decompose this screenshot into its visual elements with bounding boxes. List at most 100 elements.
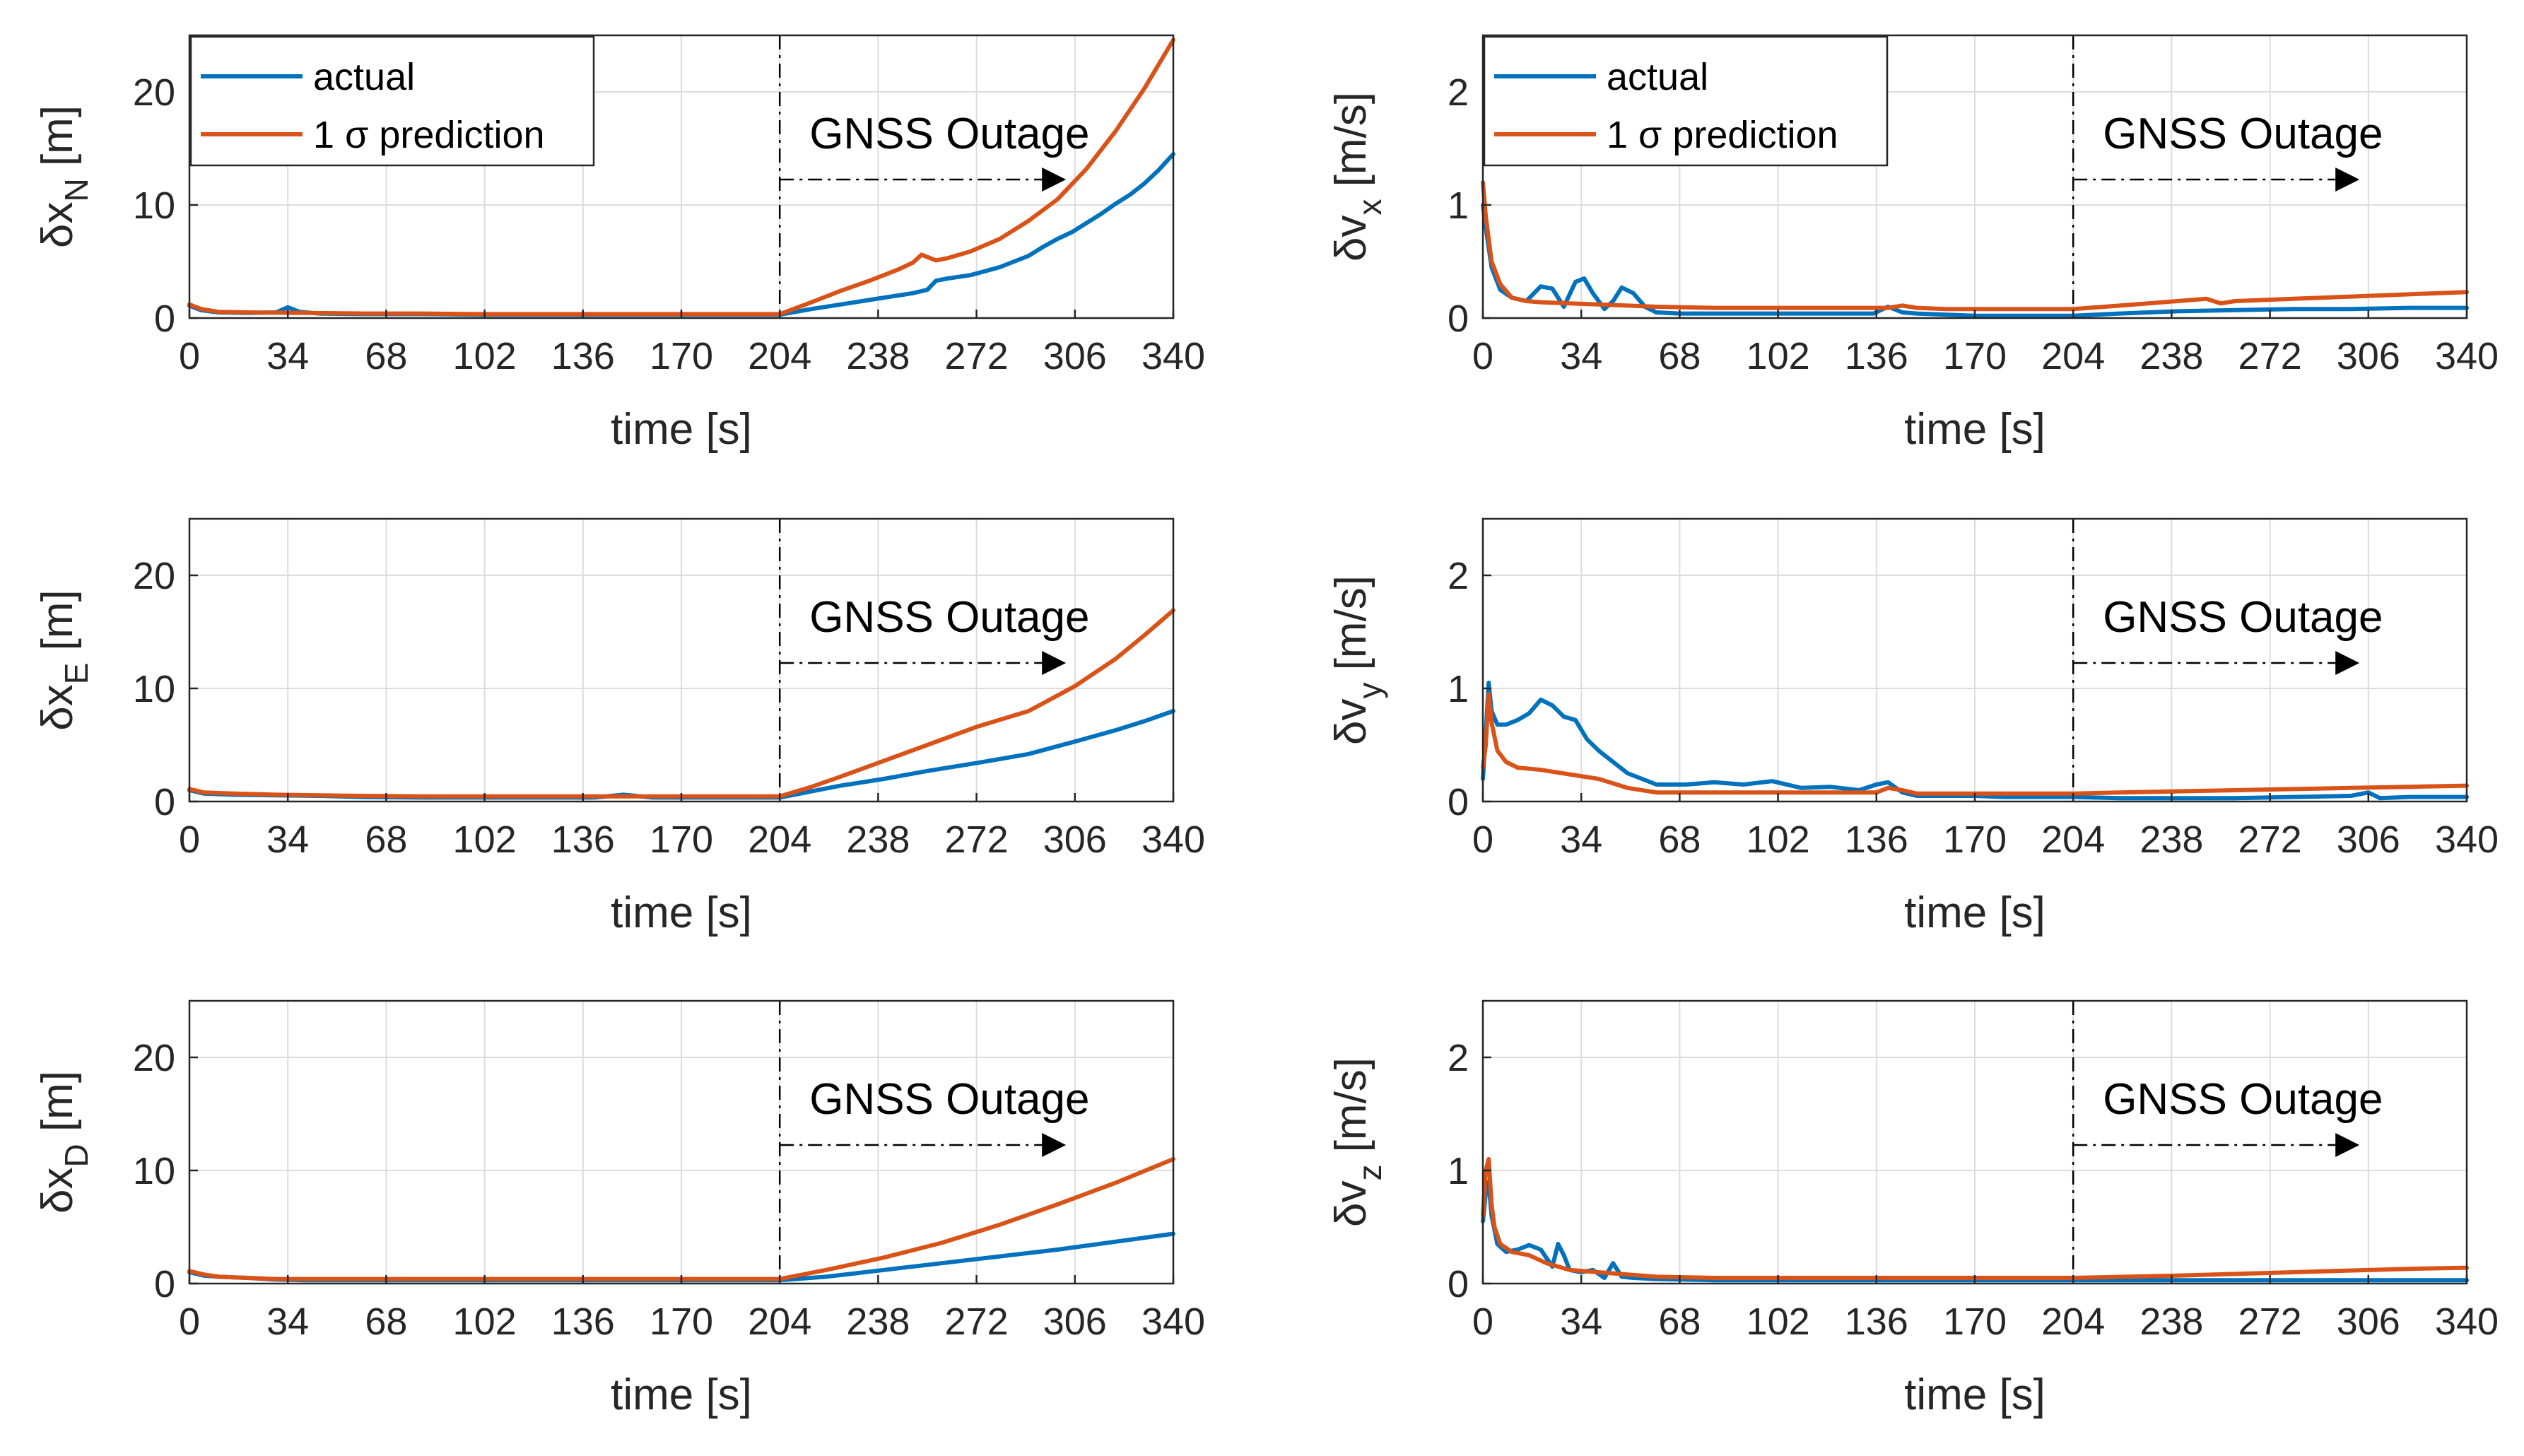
x-tick-label: 136 [551,1301,615,1343]
y-tick-label: 10 [133,668,175,710]
y-tick-label: 0 [1448,298,1469,340]
x-tick-label: 170 [650,818,713,861]
x-tick-label: 238 [846,335,910,377]
y-tick-label: 10 [133,184,175,227]
series-line-prediction [1481,180,2469,312]
x-tick-label: 0 [179,335,200,377]
x-tick-label: 170 [650,335,713,377]
outage-arrowhead [1042,651,1067,675]
x-tick-label: 170 [1943,818,2007,861]
y-tick-label: 20 [133,555,175,597]
x-tick-label: 170 [650,1301,713,1343]
x-tick-label: 306 [1043,1301,1107,1343]
outage-arrowhead [2335,651,2360,675]
y-label-base: δv [1327,699,1375,746]
series-line-prediction [187,37,1175,317]
y-label-base: δx [33,684,82,731]
y-tick-label: 2 [1448,555,1469,597]
x-tick-label: 136 [1845,1301,1908,1343]
x-tick-label: 34 [266,818,309,861]
x-tick-label: 204 [748,1301,811,1343]
panel-dxN: GNSS Outage 0 34 68 102 136 170 204 238 272 306 340… [33,34,1205,454]
y-label-unit: [m/s] [1327,1057,1375,1165]
x-tick-label: 102 [453,818,517,861]
y-tick-label: 0 [154,1263,175,1305]
y-tick-label: 20 [133,71,175,114]
y-label-base: δv [1327,1181,1375,1228]
x-tick-label: 204 [748,335,811,377]
outage-label: GNSS Outage [809,1075,1089,1124]
outage-label: GNSS Outage [809,593,1089,642]
legend-box [189,35,595,167]
x-tick-label: 34 [1560,1301,1602,1343]
y-tick-label: 2 [1448,71,1469,114]
y-tick-label: 0 [154,298,175,340]
x-tick-label: 340 [2435,818,2499,861]
legend-entry: actual [1607,56,1708,98]
x-tick-label: 306 [2337,1301,2400,1343]
y-tick-label: 0 [154,781,175,823]
y-label-subscript: N [58,178,95,201]
panel-dxE: GNSS Outage 0 34 68 102 136 170 204 238 272 306 340… [33,517,1205,937]
outage-label: GNSS Outage [809,110,1089,158]
y-tick-label: 20 [133,1037,175,1079]
x-tick-label: 340 [2435,1301,2499,1343]
y-label-unit: [m] [33,589,82,662]
series-line-actual [1481,203,2469,318]
x-tick-label: 340 [1141,1301,1205,1343]
x-tick-label: 34 [1560,335,1602,377]
y-label-unit: [m/s] [1327,575,1375,683]
legend-entry: 1 σ prediction [313,114,545,156]
x-tick-label: 0 [179,1301,200,1343]
x-tick-label: 204 [2041,1301,2105,1343]
x-tick-label: 34 [266,1301,309,1343]
x-tick-label: 306 [2337,335,2400,377]
x-tick-label: 34 [266,335,309,377]
x-tick-label: 272 [2238,1301,2302,1343]
x-tick-label: 102 [1747,818,1810,861]
y-label-subscript: D [58,1144,95,1167]
x-tick-label: 102 [1747,335,1810,377]
x-axis-label: time [s] [1904,1370,2045,1419]
x-tick-label: 238 [2139,335,2203,377]
x-tick-label: 238 [2139,818,2203,861]
x-tick-label: 272 [945,1301,1009,1343]
series-line-prediction [1481,692,2469,796]
x-axis-label: time [s] [1904,888,2045,937]
x-tick-label: 102 [1747,1301,1810,1343]
outage-arrowhead [2335,1133,2360,1157]
x-tick-label: 306 [1043,818,1107,861]
x-axis-label: time [s] [611,1370,752,1419]
series-line-prediction [187,608,1175,799]
panel-dxD: GNSS Outage 0 34 68 102 136 170 204 238 272 306 340… [33,999,1205,1419]
x-tick-label: 68 [365,335,407,377]
y-axis-label: δxE [m] [33,589,95,731]
series-line-prediction [187,1157,1175,1281]
x-tick-label: 272 [2238,335,2302,377]
legend: actual 1 σ prediction [189,35,595,167]
x-tick-label: 0 [1472,818,1493,861]
y-label-subscript: z [1351,1165,1388,1181]
x-tick-label: 0 [1472,1301,1493,1343]
y-label-unit: [m] [33,105,82,178]
x-tick-label: 306 [2337,818,2400,861]
x-tick-label: 272 [2238,818,2302,861]
legend-entry: actual [313,56,415,98]
x-tick-label: 340 [1141,818,1205,861]
x-tick-label: 68 [1658,335,1701,377]
y-tick-label: 0 [1448,1263,1469,1305]
outage-label: GNSS Outage [2103,110,2383,158]
y-label-base: δx [33,202,82,249]
x-axis-label: time [s] [611,888,752,937]
x-tick-label: 340 [2435,335,2499,377]
outage-label: GNSS Outage [2103,1075,2383,1124]
y-label-base: δx [33,1168,82,1214]
x-tick-label: 68 [365,1301,407,1343]
x-tick-label: 102 [453,1301,517,1343]
x-tick-label: 68 [365,818,407,861]
x-tick-label: 204 [2041,335,2105,377]
x-tick-label: 136 [551,335,615,377]
y-label-subscript: y [1351,683,1388,699]
